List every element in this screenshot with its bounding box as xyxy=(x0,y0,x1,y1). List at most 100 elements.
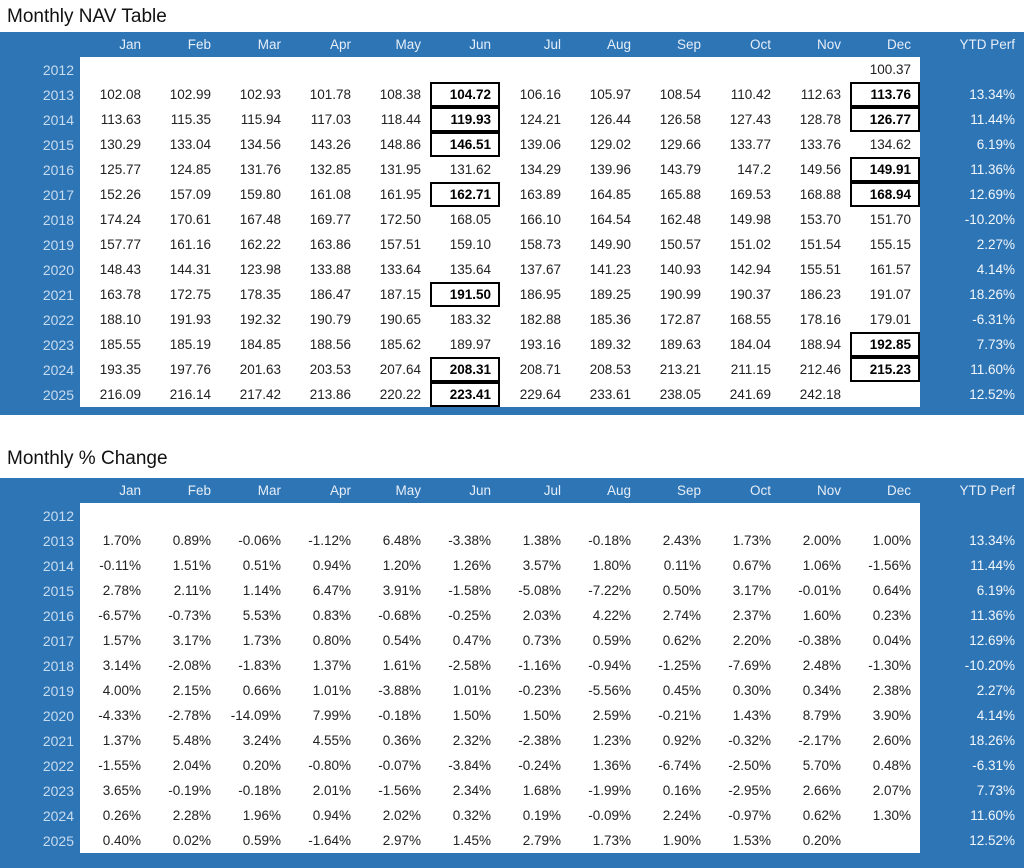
ytd-cell-2012[interactable] xyxy=(920,503,1024,528)
ytd-perf-header[interactable]: YTD Perf xyxy=(959,483,1015,498)
cell-2024-mar[interactable]: 1.96% xyxy=(220,803,290,828)
cell-2015-mar[interactable]: 134.56 xyxy=(220,132,290,157)
cell-2015-dec[interactable]: 134.62 xyxy=(850,132,920,157)
cell-2020-feb[interactable]: 144.31 xyxy=(150,257,220,282)
cell-2018-may[interactable]: 1.61% xyxy=(360,653,430,678)
cell-2012-feb[interactable] xyxy=(150,57,220,82)
cell-2019-jul[interactable]: 158.73 xyxy=(500,232,570,257)
cell-2022-sep[interactable]: 172.87 xyxy=(640,307,710,332)
cell-2014-apr[interactable]: 117.03 xyxy=(290,107,360,132)
cell-2014-feb[interactable]: 1.51% xyxy=(150,553,220,578)
cell-2016-sep[interactable]: 143.79 xyxy=(640,157,710,182)
cell-2015-sep[interactable]: 0.50% xyxy=(640,578,710,603)
cell-2018-apr[interactable]: 169.77 xyxy=(290,207,360,232)
year-cell-2018[interactable]: 2018 xyxy=(42,657,74,674)
cell-2018-mar[interactable]: 167.48 xyxy=(220,207,290,232)
cell-2023-jan[interactable]: 3.65% xyxy=(80,778,150,803)
cell-2020-nov[interactable]: 8.79% xyxy=(780,703,850,728)
year-cell-2012[interactable]: 2012 xyxy=(42,507,74,524)
cell-2023-jul[interactable]: 1.68% xyxy=(500,778,570,803)
cell-2013-feb[interactable]: 102.99 xyxy=(150,82,220,107)
year-cell-2024[interactable]: 2024 xyxy=(42,807,74,824)
cell-2014-may[interactable]: 1.20% xyxy=(360,553,430,578)
month-header-oct[interactable]: Oct xyxy=(749,37,771,52)
cell-2015-sep[interactable]: 129.66 xyxy=(640,132,710,157)
cell-2023-jan[interactable]: 185.55 xyxy=(80,332,150,357)
cell-2025-apr[interactable]: 213.86 xyxy=(290,382,360,407)
cell-2017-jul[interactable]: 163.89 xyxy=(500,182,570,207)
cell-2014-feb[interactable]: 115.35 xyxy=(150,107,220,132)
year-cell-2012[interactable]: 2012 xyxy=(42,61,74,78)
cell-2020-jul[interactable]: 1.50% xyxy=(500,703,570,728)
cell-2025-nov[interactable]: 242.18 xyxy=(780,382,850,407)
cell-2016-dec[interactable]: 0.23% xyxy=(850,603,920,628)
cell-2024-sep[interactable]: 213.21 xyxy=(640,357,710,382)
cell-2016-jan[interactable]: 125.77 xyxy=(80,157,150,182)
ytd-cell-2021[interactable]: 18.26% xyxy=(969,733,1015,748)
cell-2021-aug[interactable]: 1.23% xyxy=(570,728,640,753)
cell-2020-jul[interactable]: 137.67 xyxy=(500,257,570,282)
cell-2021-jul[interactable]: 186.95 xyxy=(500,282,570,307)
cell-2016-feb[interactable]: 124.85 xyxy=(150,157,220,182)
cell-2021-mar[interactable]: 178.35 xyxy=(220,282,290,307)
cell-2020-may[interactable]: 133.64 xyxy=(360,257,430,282)
cell-2012-jan[interactable] xyxy=(80,503,150,528)
cell-2013-mar[interactable]: -0.06% xyxy=(220,528,290,553)
ytd-cell-2013[interactable]: 13.34% xyxy=(969,533,1015,548)
cell-2023-feb[interactable]: 185.19 xyxy=(150,332,220,357)
corner-cell[interactable] xyxy=(0,32,80,57)
ytd-cell-2019[interactable]: 2.27% xyxy=(976,683,1015,698)
cell-2012-jun[interactable] xyxy=(430,57,500,82)
year-cell-2021[interactable]: 2021 xyxy=(42,286,74,303)
month-header-dec[interactable]: Dec xyxy=(886,483,911,498)
cell-2015-apr[interactable]: 143.26 xyxy=(290,132,360,157)
cell-2016-jan[interactable]: -6.57% xyxy=(80,603,150,628)
cell-2018-dec[interactable]: -1.30% xyxy=(850,653,920,678)
cell-2012-sep[interactable] xyxy=(640,57,710,82)
year-cell-2017[interactable]: 2017 xyxy=(42,186,74,203)
cell-2023-sep[interactable]: 0.16% xyxy=(640,778,710,803)
cell-2018-jul[interactable]: -1.16% xyxy=(500,653,570,678)
year-cell-2015[interactable]: 2015 xyxy=(42,136,74,153)
cell-2014-jun[interactable]: 1.26% xyxy=(430,553,500,578)
cell-2014-jul[interactable]: 3.57% xyxy=(500,553,570,578)
cell-2024-jun[interactable]: 0.32% xyxy=(430,803,500,828)
cell-2025-mar[interactable]: 0.59% xyxy=(220,828,290,853)
ytd-cell-2014[interactable]: 11.44% xyxy=(970,558,1015,573)
cell-2025-feb[interactable]: 216.14 xyxy=(150,382,220,407)
month-header-jan[interactable]: Jan xyxy=(119,483,141,498)
cell-2016-aug[interactable]: 4.22% xyxy=(570,603,640,628)
cell-2023-mar[interactable]: -0.18% xyxy=(220,778,290,803)
cell-2024-jan[interactable]: 0.26% xyxy=(80,803,150,828)
ytd-cell-2014[interactable]: 11.44% xyxy=(970,112,1015,127)
cell-2025-jan[interactable]: 0.40% xyxy=(80,828,150,853)
cell-2021-oct[interactable]: 190.37 xyxy=(710,282,780,307)
cell-2020-apr[interactable]: 7.99% xyxy=(290,703,360,728)
cell-2024-jul[interactable]: 208.71 xyxy=(500,357,570,382)
cell-2017-feb[interactable]: 157.09 xyxy=(150,182,220,207)
cell-2012-feb[interactable] xyxy=(150,503,220,528)
cell-2013-sep[interactable]: 2.43% xyxy=(640,528,710,553)
cell-2013-jul[interactable]: 1.38% xyxy=(500,528,570,553)
cell-2015-nov[interactable]: 133.76 xyxy=(780,132,850,157)
month-header-jul[interactable]: Jul xyxy=(543,483,561,498)
ytd-cell-2020[interactable]: 4.14% xyxy=(976,262,1015,277)
cell-2014-oct[interactable]: 127.43 xyxy=(710,107,780,132)
year-cell-2023[interactable]: 2023 xyxy=(42,782,74,799)
cell-2022-apr[interactable]: 190.79 xyxy=(290,307,360,332)
cell-2023-dec[interactable]: 192.85 xyxy=(850,332,920,357)
cell-2021-jan[interactable]: 1.37% xyxy=(80,728,150,753)
cell-2018-nov[interactable]: 153.70 xyxy=(780,207,850,232)
cell-2017-jun[interactable]: 162.71 xyxy=(430,182,500,207)
cell-2018-jun[interactable]: 168.05 xyxy=(430,207,500,232)
month-header-nov[interactable]: Nov xyxy=(816,483,841,498)
cell-2017-jul[interactable]: 0.73% xyxy=(500,628,570,653)
cell-2017-jan[interactable]: 1.57% xyxy=(80,628,150,653)
cell-2019-mar[interactable]: 162.22 xyxy=(220,232,290,257)
cell-2017-aug[interactable]: 164.85 xyxy=(570,182,640,207)
cell-2021-oct[interactable]: -0.32% xyxy=(710,728,780,753)
cell-2018-jul[interactable]: 166.10 xyxy=(500,207,570,232)
cell-2013-oct[interactable]: 110.42 xyxy=(710,82,780,107)
ytd-cell-2024[interactable]: 11.60% xyxy=(970,808,1015,823)
cell-2018-jan[interactable]: 174.24 xyxy=(80,207,150,232)
